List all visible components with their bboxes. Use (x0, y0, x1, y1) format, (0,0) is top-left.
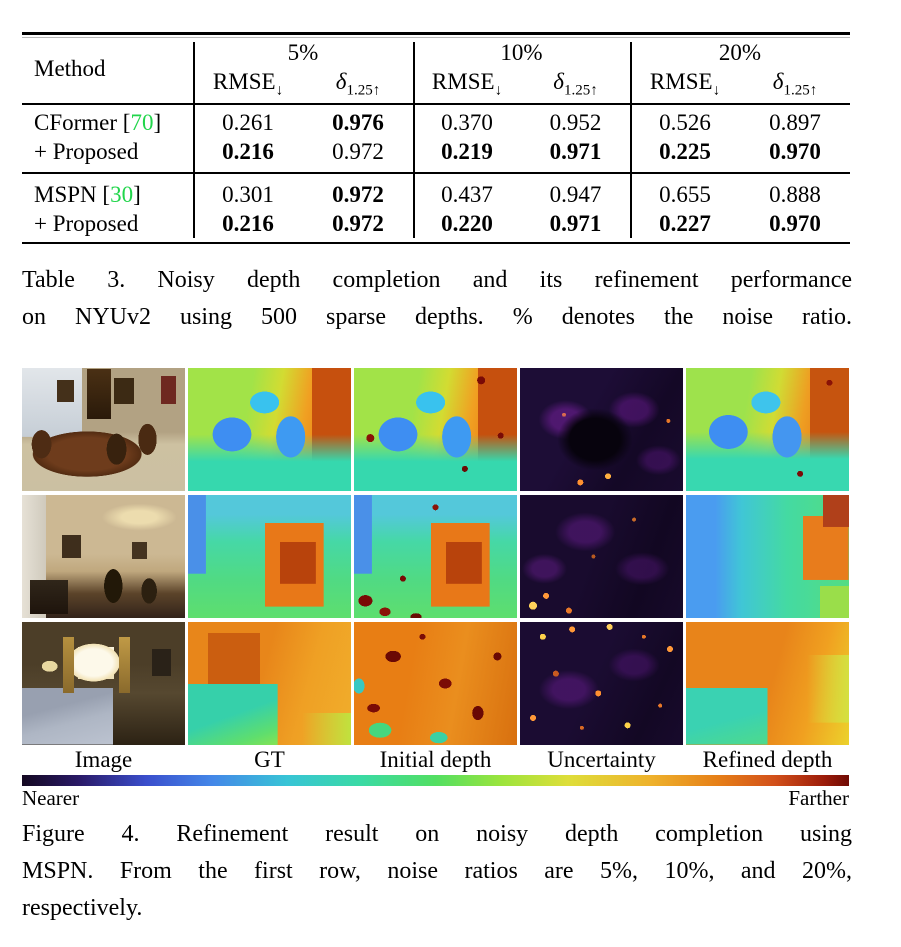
table-value-cell: 0.655 (659, 182, 711, 207)
metric-header-rmse: RMSE↓ (431, 69, 503, 99)
method-label: CFormer [ (34, 109, 131, 135)
table-value-cell: 0.261 (222, 110, 274, 135)
citation-link[interactable]: 30 (110, 181, 134, 207)
tile-image-10pct (22, 495, 185, 618)
tile-initial-depth-20pct (354, 622, 517, 745)
colorbar-labels: Nearer Farther (22, 787, 849, 809)
tile-uncertainty-10pct (520, 495, 683, 618)
column-label-initial-depth: Initial depth (379, 747, 492, 772)
table-vertical-rule (413, 42, 415, 238)
table-top-rule-echo (22, 37, 850, 38)
column-header-method: Method (22, 38, 193, 100)
tile-gt-depth-5pct (188, 368, 351, 491)
group-header-5pct: 5% (287, 40, 319, 65)
table-value-cell: 0.947 (549, 182, 602, 207)
table-value-cell: 0.220 (441, 211, 493, 236)
tile-uncertainty-5pct (520, 368, 683, 491)
table-value-cell: 0.370 (441, 110, 493, 135)
tile-initial-depth-5pct (354, 368, 517, 491)
table-3-caption: Table 3. Noisy depth completion and its … (22, 262, 852, 336)
metric-header-rmse: RMSE↓ (649, 69, 721, 99)
table-vertical-rule (630, 42, 632, 238)
caption-line: Table 3. Noisy depth completion and its … (22, 267, 852, 293)
metric-header-rmse: RMSE↓ (212, 69, 284, 99)
caption-line: MSPN. From the first row, noise ratios a… (22, 858, 852, 884)
table-value-cell: 0.216 (222, 211, 274, 236)
method-label-close: ] (133, 181, 141, 207)
down-arrow-icon: ↓ (275, 82, 284, 99)
metric-header-delta: δ1.25↑ (553, 69, 598, 99)
tile-refined-depth-5pct (686, 368, 849, 491)
down-arrow-icon: ↓ (712, 82, 721, 99)
tile-refined-depth-20pct (686, 622, 849, 745)
method-label: + Proposed (34, 138, 139, 164)
table-value-cell: 0.227 (659, 211, 711, 236)
group-header-20pct: 20% (718, 40, 762, 65)
table-value-cell: 0.972 (332, 182, 384, 207)
caption-line: on NYUv2 using 500 sparse depths. % deno… (22, 304, 852, 330)
method-cell-mspn: MSPN [30] (22, 180, 193, 209)
table-value-cell: 0.971 (549, 211, 602, 236)
metric-header-delta: δ1.25↑ (772, 69, 818, 99)
figure-4-grid (22, 368, 849, 745)
table-grid: Method 5% 10% 20% RMSE↓ δ1.25↑ RMSE↓ δ1.… (22, 38, 850, 248)
tile-image-20pct (22, 622, 185, 745)
table-mid-rule (22, 171, 850, 175)
tile-uncertainty-20pct (520, 622, 683, 745)
method-header-label: Method (34, 56, 106, 81)
table-value-cell: 0.526 (659, 110, 711, 135)
table-value-cell: 0.972 (332, 139, 384, 164)
tile-initial-depth-10pct (354, 495, 517, 618)
method-label: MSPN [ (34, 181, 111, 207)
table-head-rule (22, 102, 850, 106)
caption-line: respectively. (22, 895, 143, 921)
caption-line: Figure 4. Refinement result on noisy dep… (22, 821, 852, 847)
table-value-cell: 0.952 (549, 110, 602, 135)
up-arrow-icon: 1.25↑ (563, 82, 598, 99)
table-3: Method 5% 10% 20% RMSE↓ δ1.25↑ RMSE↓ δ1.… (22, 32, 850, 248)
table-value-cell: 0.972 (332, 211, 384, 236)
group-header-10pct: 10% (500, 40, 543, 65)
tile-gt-depth-10pct (188, 495, 351, 618)
tile-image-5pct (22, 368, 185, 491)
colorbar-farther-label: Farther (788, 786, 849, 810)
table-value-cell: 0.971 (549, 139, 602, 164)
up-arrow-icon: 1.25↑ (346, 82, 381, 99)
up-arrow-icon: 1.25↑ (783, 82, 818, 99)
method-cell-proposed: + Proposed (22, 137, 193, 166)
column-label-image: Image (74, 747, 133, 772)
table-value-cell: 0.301 (222, 182, 274, 207)
column-label-gt: GT (254, 747, 285, 772)
table-value-cell: 0.888 (769, 182, 821, 207)
method-label: + Proposed (34, 210, 139, 236)
method-cell-proposed: + Proposed (22, 209, 193, 238)
tile-gt-depth-20pct (188, 622, 351, 745)
citation-link[interactable]: 70 (130, 109, 154, 135)
table-value-cell: 0.216 (222, 139, 274, 164)
method-label-close: ] (153, 109, 162, 135)
table-vertical-rule (193, 42, 195, 238)
table-bottom-rule (22, 241, 850, 245)
tile-refined-depth-10pct (686, 495, 849, 618)
table-value-cell: 0.219 (441, 139, 493, 164)
table-value-cell: 0.970 (769, 211, 821, 236)
figure-column-labels: Image GT Initial depth Uncertainty Refin… (22, 747, 849, 773)
depth-colorbar (22, 775, 849, 786)
table-value-cell: 0.976 (332, 110, 384, 135)
column-label-refined-depth: Refined depth (702, 747, 833, 772)
colorbar-nearer-label: Nearer (22, 786, 80, 810)
table-value-cell: 0.970 (769, 139, 821, 164)
metric-header-delta: δ1.25↑ (335, 69, 381, 99)
figure-4-caption: Figure 4. Refinement result on noisy dep… (22, 816, 852, 927)
table-value-cell: 0.225 (659, 139, 711, 164)
table-value-cell: 0.437 (441, 182, 493, 207)
down-arrow-icon: ↓ (494, 82, 503, 99)
method-cell-cformer: CFormer [70] (22, 108, 193, 137)
table-value-cell: 0.897 (769, 110, 821, 135)
column-label-uncertainty: Uncertainty (547, 747, 656, 772)
table-top-rule (22, 32, 850, 35)
